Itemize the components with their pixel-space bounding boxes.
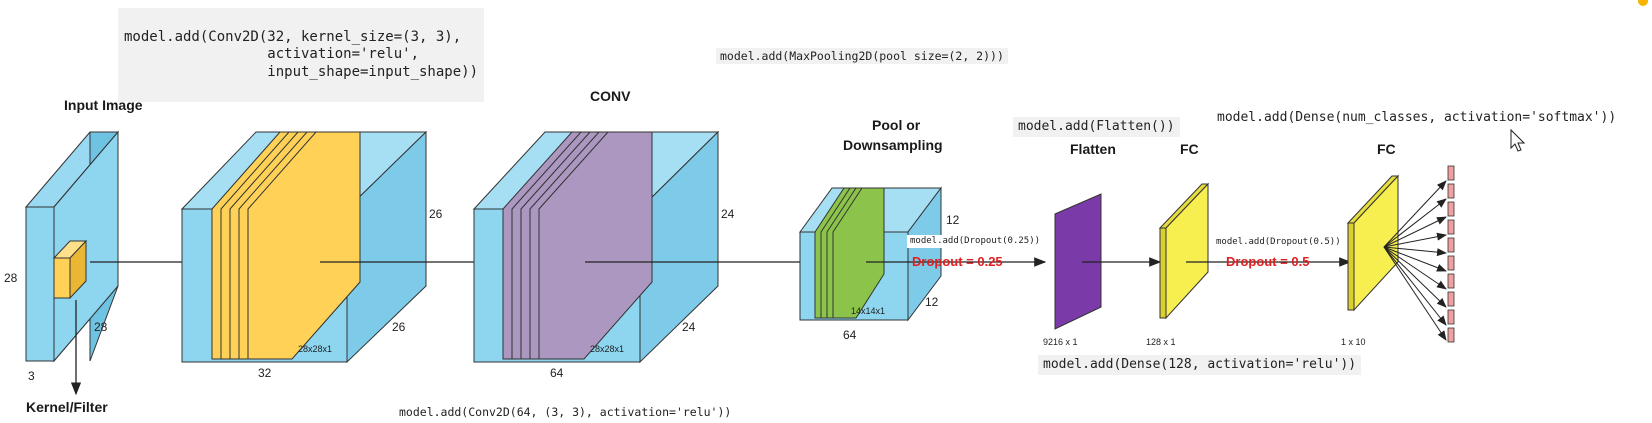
output-node xyxy=(1447,273,1455,289)
conv1-height-label: 26 xyxy=(429,207,443,221)
fc2-size-label: 1 x 10 xyxy=(1341,337,1366,347)
conv2-height-label: 24 xyxy=(721,207,735,221)
output-node xyxy=(1447,183,1455,199)
conv1-depth-label: 32 xyxy=(258,366,272,380)
pool-width-label: 12 xyxy=(925,295,939,309)
pool-feature-maps xyxy=(814,187,885,319)
input-height-label: 28 xyxy=(4,271,18,285)
fc1-label: FC xyxy=(1180,141,1199,157)
code-flatten: model.add(Flatten()) xyxy=(1013,117,1180,138)
code-dropout2: model.add(Dropout(0.5)) xyxy=(1213,236,1344,250)
output-nodes xyxy=(1447,165,1455,343)
flatten-label: Flatten xyxy=(1070,141,1116,157)
mouse-cursor-icon xyxy=(1510,128,1526,152)
flatten-layer xyxy=(1054,193,1102,330)
pool-label-line2: Downsampling xyxy=(843,137,943,153)
output-node xyxy=(1447,255,1455,271)
conv2-label: CONV xyxy=(590,88,631,104)
code-conv1-line3: input_shape=input_shape)) xyxy=(124,63,479,80)
code-conv1-line2: activation='relu', xyxy=(124,46,420,62)
output-fan-arrows xyxy=(1383,180,1447,341)
output-node xyxy=(1447,309,1455,325)
output-node xyxy=(1447,219,1455,235)
conv1-map-label: 28x28x1 xyxy=(298,344,332,354)
fc1-size-label: 128 x 1 xyxy=(1146,337,1176,347)
conv1-block xyxy=(180,130,428,364)
corner-indicator xyxy=(1638,0,1648,6)
conv1-width-label: 26 xyxy=(392,320,406,334)
pool-map-label: 14x14x1 xyxy=(851,306,885,316)
conv2-map-label: 28x28x1 xyxy=(590,344,624,354)
input-width-label: 28 xyxy=(94,320,108,334)
output-node xyxy=(1447,201,1455,217)
output-node xyxy=(1447,327,1455,343)
output-node xyxy=(1447,291,1455,307)
pool-height-label: 12 xyxy=(946,213,960,227)
conv2-block xyxy=(472,130,720,364)
pool-block xyxy=(799,186,942,322)
pool-depth-label: 64 xyxy=(843,328,857,342)
output-node xyxy=(1447,165,1455,181)
flatten-size-label: 9216 x 1 xyxy=(1043,337,1078,347)
conv2-width-label: 24 xyxy=(682,320,696,334)
kernel-cube xyxy=(52,239,88,300)
fc2-layer xyxy=(1346,174,1400,312)
kernel-filter-label: Kernel/Filter xyxy=(26,399,108,415)
code-dropout1: model.add(Dropout(0.25)) xyxy=(907,235,1044,249)
fc1-layer xyxy=(1158,182,1210,320)
dropout-second-label: Dropout = 0.5 xyxy=(1226,254,1309,269)
output-node xyxy=(1447,237,1455,253)
code-dense-softmax: model.add(Dense(num_classes, activation=… xyxy=(1212,108,1622,129)
dropout-first-label: Dropout = 0.25 xyxy=(912,254,1003,269)
conv2-depth-label: 64 xyxy=(550,366,564,380)
code-dense128: model.add(Dense(128, activation='relu')) xyxy=(1038,355,1362,376)
input-image-block xyxy=(24,130,120,363)
input-depth-label: 3 xyxy=(28,369,35,383)
pool-label-line1: Pool or xyxy=(872,117,921,133)
code-maxpool: model.add(MaxPooling2D(pool size=(2, 2))… xyxy=(716,48,1008,65)
code-conv2: model.add(Conv2D(64, (3, 3), activation=… xyxy=(395,404,736,421)
code-conv1: model.add(Conv2D(32, kernel_size=(3, 3),… xyxy=(118,8,485,102)
fc2-label: FC xyxy=(1377,141,1396,157)
conv1-feature-maps xyxy=(211,131,361,360)
code-conv1-line1: model.add(Conv2D(32, kernel_size=(3, 3), xyxy=(124,28,462,45)
conv2-feature-maps xyxy=(502,131,653,360)
